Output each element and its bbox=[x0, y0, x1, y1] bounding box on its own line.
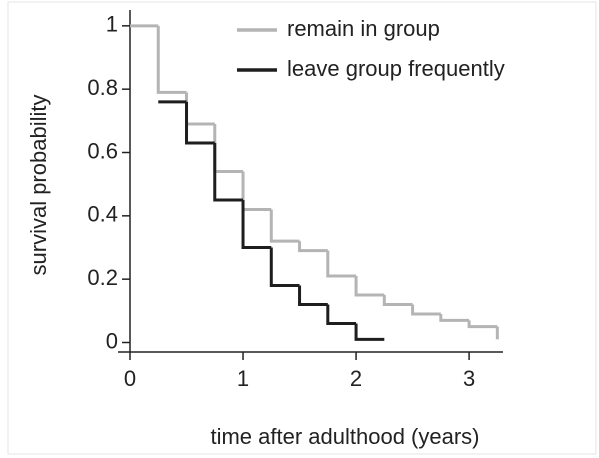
y-tick-label: 1 bbox=[106, 12, 118, 37]
step-segment bbox=[439, 314, 470, 322]
step-segment bbox=[269, 247, 300, 287]
y-tick-label: 0.6 bbox=[87, 138, 118, 163]
x-tick-label: 0 bbox=[124, 366, 136, 391]
y-tick-label: 0.8 bbox=[87, 75, 118, 100]
y-tick-label: 0.4 bbox=[87, 202, 118, 227]
frame bbox=[7, 1, 597, 455]
step-segment bbox=[298, 241, 328, 253]
step-segment bbox=[467, 320, 498, 329]
step-segment bbox=[354, 276, 385, 297]
step-segment bbox=[354, 323, 385, 341]
y-tick-label: 0.2 bbox=[87, 265, 118, 290]
legend-label: remain in group bbox=[287, 16, 440, 41]
step-segment bbox=[213, 143, 244, 202]
step-segment bbox=[269, 209, 300, 243]
x-tick-label: 2 bbox=[350, 366, 362, 391]
step-segment bbox=[185, 101, 215, 145]
step-segment bbox=[298, 285, 328, 306]
y-tick-label: 0 bbox=[106, 328, 118, 353]
x-tick-label: 1 bbox=[237, 366, 249, 391]
step-segment bbox=[326, 304, 357, 325]
y-axis-label: survival probability bbox=[26, 95, 51, 276]
step-segment bbox=[326, 250, 357, 278]
legend-label: leave group frequently bbox=[287, 56, 505, 81]
step-segment bbox=[241, 200, 272, 249]
x-axis-label: time after adulthood (years) bbox=[210, 424, 479, 449]
step-segment bbox=[382, 295, 413, 306]
step-segment bbox=[156, 25, 187, 94]
x-tick-label: 3 bbox=[463, 366, 475, 391]
step-segment bbox=[411, 304, 441, 316]
